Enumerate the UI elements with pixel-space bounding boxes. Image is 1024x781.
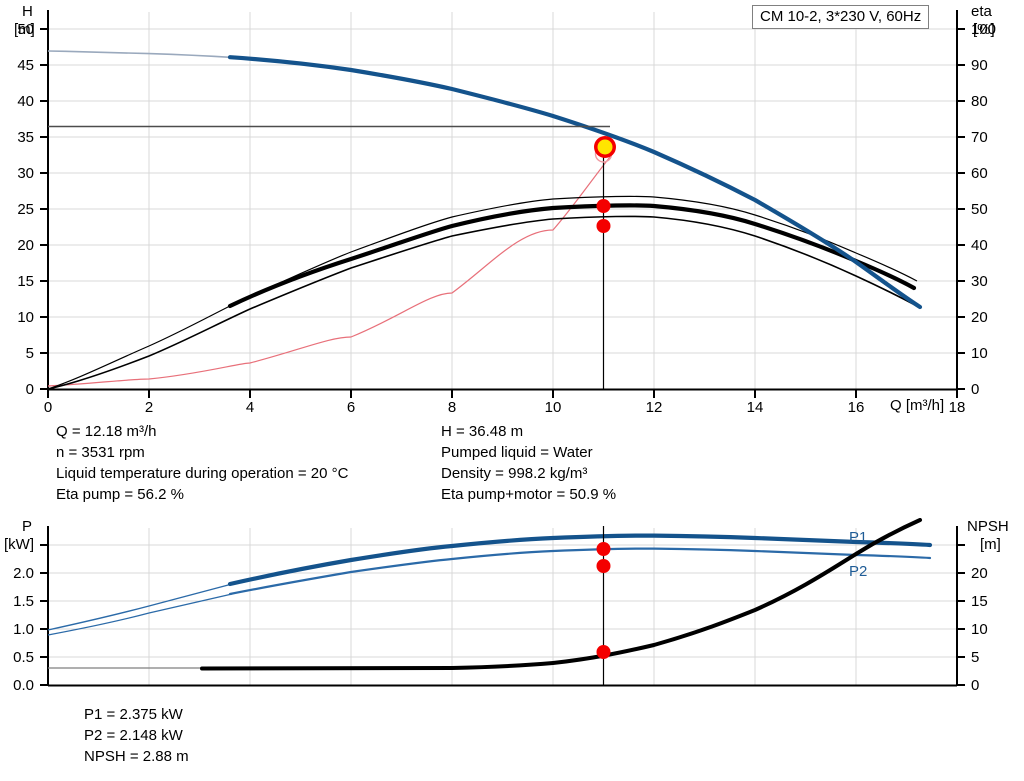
head-efficiency-chart (40, 10, 965, 398)
h-tick-20: 20 (17, 237, 34, 254)
h-tick-40: 40 (17, 93, 34, 110)
q-tick-4-top: 4 (245, 399, 255, 416)
p1-curve (227, 533, 933, 587)
power-info-l3: NPSH = 2.88 m (84, 748, 189, 765)
q-tick-2-top: 2 (144, 399, 154, 416)
npsh-tick-20: 20 (971, 565, 988, 582)
h-tick-30: 30 (17, 165, 34, 182)
top-left-tickmarks (40, 28, 48, 390)
eta-pump-motor-point-marker (596, 219, 611, 233)
q-tick-8-top: 8 (447, 399, 457, 416)
p2-curve-thin (47, 593, 233, 636)
top-x-tickmarks (47, 389, 958, 398)
bottom-axes-frame (47, 526, 958, 687)
q-tick-14-top: 14 (746, 399, 764, 416)
p2-point-marker (596, 559, 611, 573)
q-tick-10-top: 10 (544, 399, 562, 416)
eta-axis-title: eta (971, 3, 992, 20)
eta-tick-30: 30 (971, 273, 988, 290)
npsh-tick-5: 5 (971, 649, 980, 666)
duty-info-right-l2: Pumped liquid = Water (441, 444, 593, 461)
p-tick-10: 1.0 (13, 621, 34, 638)
duty-point-marker (597, 139, 613, 155)
eta-pump-point-marker (596, 199, 611, 213)
p-tick-20: 2.0 (13, 565, 34, 582)
eta-tick-0: 0 (971, 381, 980, 398)
eta-tick-100: 100 (971, 21, 997, 38)
duty-info-right-l1: H = 36.48 m (441, 423, 524, 440)
power-info-l2: P2 = 2.148 kW (84, 727, 183, 744)
eta-pump-motor-curve (47, 215, 918, 390)
p-axis-unit: [kW] (4, 536, 34, 553)
q-tick-18-top: 18 (948, 399, 966, 416)
eta-pump-curve (227, 203, 917, 309)
bottom-right-tickmarks (957, 544, 965, 686)
eta-tick-60: 60 (971, 165, 988, 182)
duty-info-left-l1: Q = 12.18 m³/h (56, 423, 157, 440)
head-curve-thin (47, 50, 233, 59)
power-info-block: P1 = 2.375 kW P2 = 2.148 kW NPSH = 2.88 … (84, 704, 189, 767)
duty-info-left-l4: Eta pump = 56.2 % (56, 486, 184, 503)
pump-model-title: CM 10-2, 3*230 V, 60Hz (752, 5, 930, 29)
top-gridlines-vertical (47, 12, 958, 389)
p-tick-0: 0.0 (13, 677, 34, 694)
npsh-axis-unit: [m] (980, 536, 1001, 553)
bottom-gridlines-vertical (47, 528, 958, 685)
h-tick-5: 5 (25, 345, 34, 362)
duty-info-left: Q = 12.18 m³/h n = 3531 rpm Liquid tempe… (56, 421, 348, 505)
eta-tick-20: 20 (971, 309, 988, 326)
q-tick-12-top: 12 (645, 399, 663, 416)
bottom-gridlines-horizontal (48, 544, 957, 686)
bottom-left-tickmarks (40, 544, 48, 686)
eta-tick-70: 70 (971, 129, 988, 146)
eta-tick-40: 40 (971, 237, 988, 254)
eta-tick-10: 10 (971, 345, 988, 362)
q-axis-title-top: Q [m³/h] (890, 397, 945, 414)
h-tick-25: 25 (17, 201, 34, 218)
p1-curve-label: P1 (849, 529, 868, 546)
duty-info-left-l2: n = 3531 rpm (56, 444, 145, 461)
head-curve (227, 55, 923, 310)
power-info-l1: P1 = 2.375 kW (84, 706, 183, 723)
npsh-tick-10: 10 (971, 621, 988, 638)
eta-tick-80: 80 (971, 93, 988, 110)
h-tick-0: 0 (25, 381, 34, 398)
eta-tick-90: 90 (971, 57, 988, 74)
duty-info-left-l3: Liquid temperature during operation = 20… (56, 465, 349, 482)
duty-info-right-l3: Density = 998.2 kg/m³ (441, 465, 588, 482)
duty-info-right: H = 36.48 m Pumped liquid = Water Densit… (441, 421, 616, 505)
top-gridlines-horizontal (48, 28, 957, 390)
eta-pump-curve-thin (47, 195, 918, 390)
h-axis-title: H (22, 3, 33, 20)
npsh-tick-0: 0 (971, 677, 980, 694)
h-tick-10: 10 (17, 309, 34, 326)
h-tick-15: 15 (17, 273, 34, 290)
power-npsh-chart (40, 518, 965, 687)
q-tick-16-top: 16 (847, 399, 865, 416)
npsh-tick-15: 15 (971, 593, 988, 610)
p1-curve-thin (47, 583, 233, 631)
p-axis-title: P (22, 518, 33, 535)
eta-axis-unit: [%] (973, 21, 995, 38)
npsh-point-marker (596, 645, 611, 659)
h-tick-35: 35 (17, 129, 34, 146)
h-tick-50: 50 (17, 21, 34, 38)
q-tick-6-top: 6 (346, 399, 356, 416)
p-tick-15: 1.5 (13, 593, 34, 610)
p1-point-marker (596, 542, 611, 556)
p-tick-05: 0.5 (13, 649, 34, 666)
duty-info-right-l4: Eta pump+motor = 50.9 % (441, 486, 617, 503)
eta-tick-50: 50 (971, 201, 988, 218)
top-right-tickmarks (957, 28, 965, 390)
p2-curve-label: P2 (849, 563, 868, 580)
h-axis-unit: [m] (14, 21, 35, 38)
npsh-overlay-curve (47, 151, 615, 387)
q-tick-0-top: 0 (43, 399, 53, 416)
h-tick-45: 45 (17, 57, 34, 74)
top-axes-frame (47, 10, 958, 391)
npsh-axis-title: NPSH (967, 518, 1009, 535)
npsh-curve (200, 518, 922, 671)
